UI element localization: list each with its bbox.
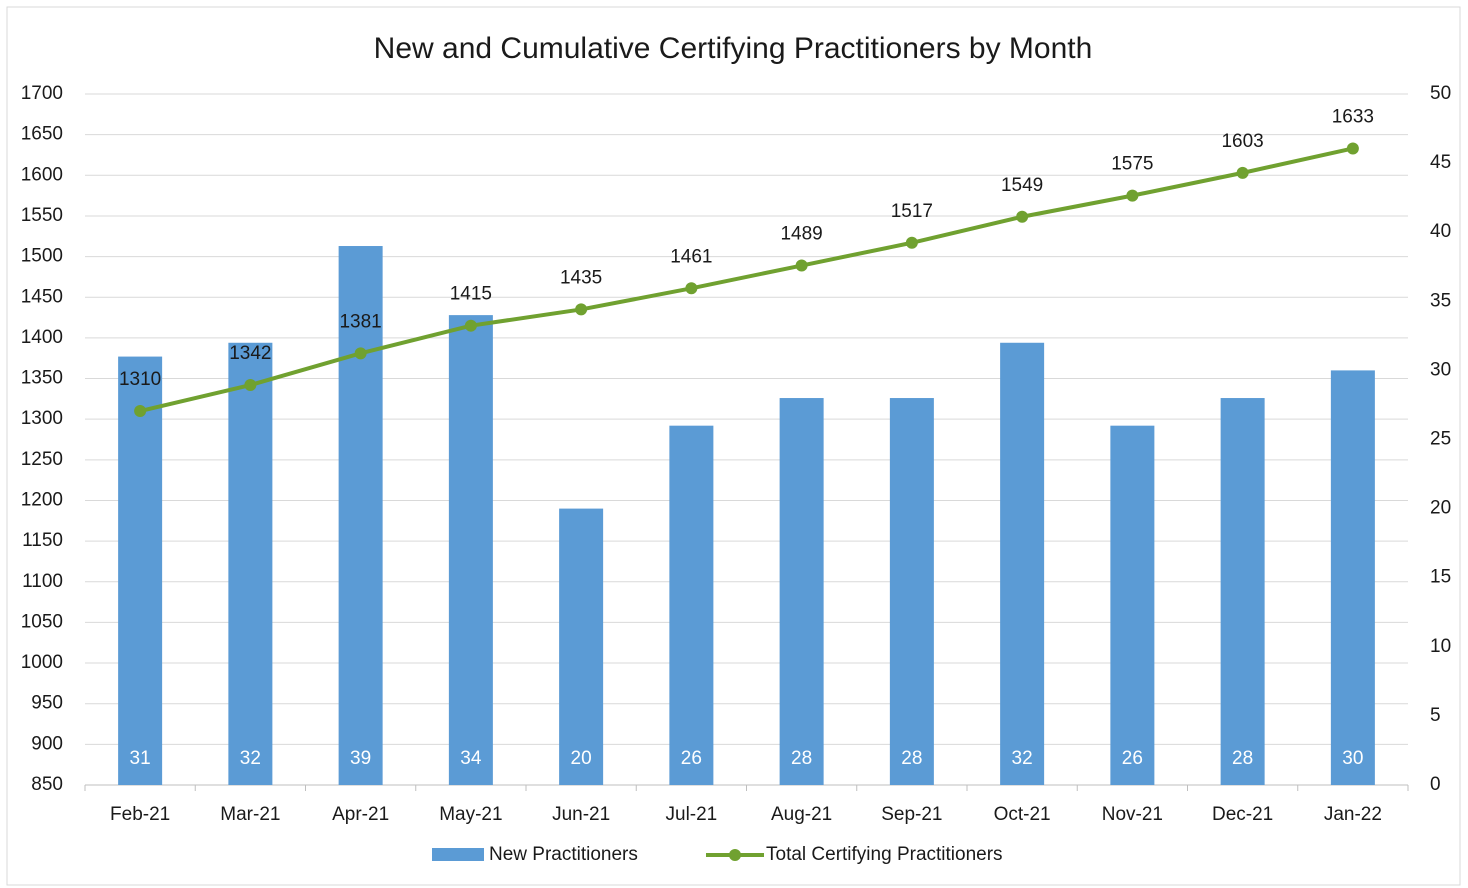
y-tick-label: 1300 [21,408,63,429]
x-tick-label: Jan-22 [1324,804,1382,825]
line-label: 1381 [339,311,381,332]
bar [1000,342,1045,785]
y2-tick-label: 20 [1430,498,1451,519]
line-marker [464,319,477,332]
y-tick-label: 1450 [21,286,63,307]
line [139,146,1354,413]
legend-swatch [432,848,484,861]
y-tick-label: 850 [31,774,63,795]
bar [779,398,824,785]
y-tick-label: 1550 [21,205,63,226]
bar [1220,398,1265,785]
x-tick-label: Apr-21 [332,804,389,825]
x-tick-label: Nov-21 [1102,804,1163,825]
y-tick-label: 1250 [21,449,63,470]
x-tick-label: Oct-21 [994,804,1051,825]
bar-label: 32 [240,748,261,769]
line-marker [1346,142,1359,155]
bar-label: 34 [460,748,482,769]
legend-label: Total Certifying Practitioners [766,844,1003,865]
y2-tick-label: 30 [1430,359,1451,380]
line-label: 1310 [119,369,161,390]
bar-label: 28 [901,748,922,769]
y-tick-label: 1500 [21,246,63,267]
x-tick-label: Dec-21 [1212,804,1273,825]
y-tick-label: 1150 [22,530,63,551]
bar-label: 28 [791,748,812,769]
bar-label: 28 [1232,748,1253,769]
bar [1110,425,1155,785]
bar-label: 26 [1122,748,1143,769]
x-tick-label: Sep-21 [881,804,942,825]
y2-tick-label: 10 [1430,636,1451,657]
bar [1330,370,1375,785]
bar-label: 26 [681,748,702,769]
line-label: 1603 [1221,131,1263,152]
y-tick-label: 1050 [21,611,63,632]
y-tick-label: 950 [31,693,63,714]
line-label: 1415 [450,284,492,305]
legend-label: New Practitioners [489,844,638,865]
line-label: 1633 [1332,106,1374,127]
line-marker [685,282,698,295]
line-label: 1342 [229,343,271,364]
line-marker [244,379,257,392]
chart-title: New and Cumulative Certifying Practition… [374,32,1093,65]
line-marker [354,347,367,360]
y-tick-label: 1700 [21,83,63,104]
bar [669,425,714,785]
x-tick-label: Mar-21 [220,804,280,825]
y-tick-label: 1400 [21,327,63,348]
y-tick-label: 1650 [21,124,63,145]
y2-tick-label: 50 [1430,83,1451,104]
bar-label: 32 [1012,748,1033,769]
x-tick-label: Jul-21 [666,804,718,825]
bar [118,356,163,785]
line-label: 1517 [891,201,933,222]
y2-tick-label: 25 [1430,429,1451,450]
line-marker [905,236,918,249]
y-tick-label: 1600 [21,164,63,185]
bar-label: 39 [350,748,371,769]
y2-tick-label: 5 [1430,705,1441,726]
x-tick-label: Feb-21 [110,804,170,825]
line-marker [1126,189,1139,202]
bar [889,398,934,785]
y2-tick-label: 35 [1430,290,1451,311]
bar [338,246,383,785]
bar-label: 31 [130,748,151,769]
line-marker [795,259,808,272]
line-label: 1489 [780,224,822,245]
bar [448,315,493,785]
line-marker [1016,210,1029,223]
bar-label: 30 [1342,748,1363,769]
y-tick-label: 900 [31,733,63,754]
y2-tick-label: 0 [1430,774,1441,795]
x-tick-label: Aug-21 [771,804,832,825]
y-tick-label: 1100 [22,571,63,592]
y2-tick-label: 15 [1430,567,1451,588]
line-marker [575,303,588,316]
line-marker [1236,166,1249,179]
x-tick-label: May-21 [439,804,502,825]
bar-label: 20 [571,748,592,769]
bar [559,508,604,785]
line-label: 1435 [560,267,602,288]
y2-tick-label: 45 [1430,152,1451,173]
line-label: 1549 [1001,175,1043,196]
y2-tick-label: 40 [1430,221,1451,242]
line-label: 1461 [670,246,712,267]
line-label: 1575 [1111,154,1153,175]
y-tick-label: 1350 [21,368,63,389]
x-tick-label: Jun-21 [552,804,610,825]
y-tick-label: 1200 [21,489,63,510]
y-tick-label: 1000 [21,652,63,673]
legend-swatch-marker [729,849,741,861]
line-marker [134,405,147,418]
bar [228,342,273,785]
